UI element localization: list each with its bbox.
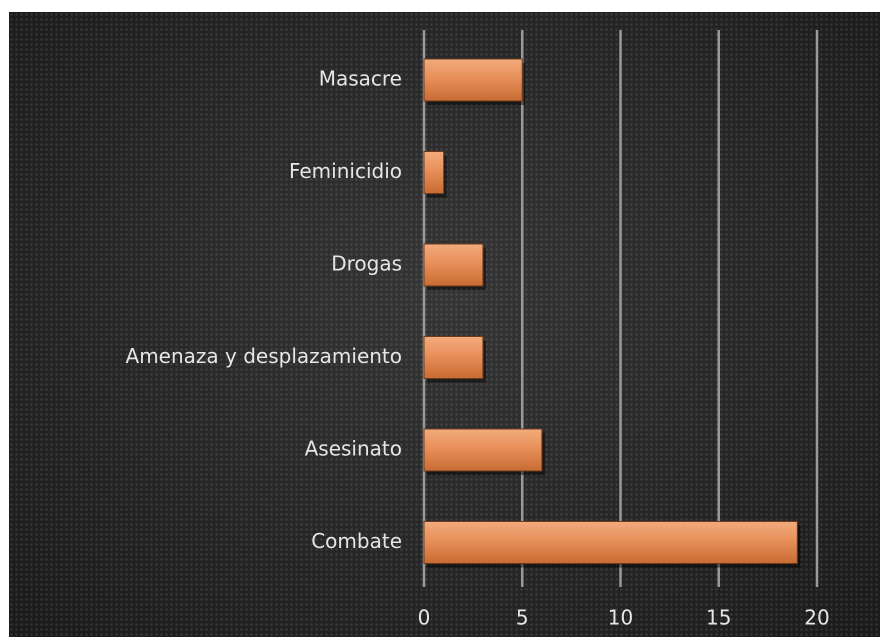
x-tick-label-20: 20 <box>804 606 829 630</box>
grid-layer <box>422 30 819 587</box>
bar-chart: Masacre Feminicidio Drogas Amenaza y despla… <box>126 30 830 630</box>
bar-masacre <box>423 58 523 102</box>
x-tick-label-5: 5 <box>516 606 529 630</box>
bar-drogas <box>423 243 484 287</box>
bar-asesinato <box>423 428 543 472</box>
bar-feminicidio <box>423 151 445 194</box>
category-label-amenaza-y-desplazamiento: Amenaza y desplazamiento <box>126 344 402 368</box>
bar-combate <box>423 521 798 564</box>
category-labels: Masacre Feminicidio Drogas Amenaza y despla… <box>126 67 402 554</box>
category-label-drogas: Drogas <box>331 252 402 276</box>
bar-amenaza-y-desplazamiento <box>423 336 484 379</box>
category-label-masacre: Masacre <box>319 67 402 91</box>
chart-panel: Masacre Feminicidio Drogas Amenaza y despla… <box>9 12 880 637</box>
x-tick-label-10: 10 <box>608 606 633 630</box>
x-axis-ticks: 0 5 10 15 20 <box>418 606 830 630</box>
x-tick-label-15: 15 <box>706 606 731 630</box>
x-tick-label-0: 0 <box>418 606 431 630</box>
category-label-combate: Combate <box>311 529 402 553</box>
category-label-asesinato: Asesinato <box>305 437 402 461</box>
bar-layer <box>423 58 801 568</box>
category-label-feminicidio: Feminicidio <box>289 159 402 183</box>
